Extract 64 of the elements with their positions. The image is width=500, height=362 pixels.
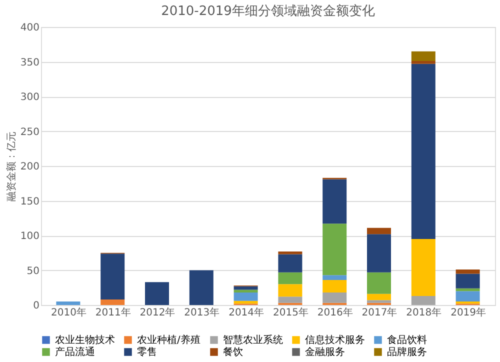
bar <box>367 300 391 303</box>
x-tick-label: 2010年 <box>50 306 86 318</box>
bar <box>234 300 258 304</box>
y-axis-title: 融资金额：亿元 <box>5 132 18 202</box>
bar <box>234 292 258 301</box>
bar <box>278 254 302 272</box>
legend-label: 信息技术服务 <box>305 334 365 346</box>
chart-title: 2010-2019年细分领域融资金额变化 <box>161 4 375 19</box>
bar <box>278 272 302 284</box>
y-tick-label: 350 <box>20 57 40 68</box>
bar <box>322 275 347 280</box>
y-tick-label: 200 <box>20 162 40 172</box>
x-tick-label: 2012年 <box>140 306 176 318</box>
y-tick-label: 150 <box>20 196 40 208</box>
legend-label: 金融服务 <box>305 346 345 358</box>
x-tick-label: 2011年 <box>95 306 131 318</box>
legend-label: 农业生物技术 <box>55 334 115 346</box>
bar <box>278 284 302 297</box>
x-tick-label: 2016年 <box>317 306 353 318</box>
x-tick-label: 2019年 <box>450 306 486 318</box>
bar <box>278 251 302 254</box>
bar <box>367 272 391 294</box>
bar <box>100 299 125 305</box>
bar <box>234 290 258 292</box>
bar <box>145 282 169 305</box>
bar <box>456 270 480 274</box>
bar <box>411 61 436 64</box>
bar <box>322 224 347 276</box>
bar <box>322 280 347 292</box>
x-tick-label: 2017年 <box>362 306 398 318</box>
legend-label: 产品流通 <box>55 346 95 358</box>
bar <box>322 179 347 224</box>
bar <box>367 234 391 272</box>
x-tick-label: 2015年 <box>272 306 308 318</box>
bar <box>234 286 258 290</box>
x-tick-label: 2014年 <box>228 306 264 318</box>
bar <box>278 296 302 303</box>
legend-label: 品牌服务 <box>387 346 427 358</box>
bar <box>456 291 480 302</box>
bar <box>56 302 80 305</box>
y-tick-label: 300 <box>20 92 40 103</box>
legend-label: 智慧农业系统 <box>223 334 283 346</box>
bar <box>100 254 125 300</box>
x-tick-label: 2013年 <box>184 306 220 318</box>
bar <box>411 238 436 296</box>
y-tick-label: 400 <box>20 22 40 34</box>
bar <box>411 51 436 62</box>
y-tick-label: 250 <box>20 126 40 138</box>
legend-label: 食品饮料 <box>387 334 427 346</box>
bar <box>367 228 391 234</box>
bar <box>367 294 391 300</box>
legend-label: 农业种植/养殖 <box>137 334 200 346</box>
bar <box>189 270 214 305</box>
y-tick-label: 0 <box>33 300 40 312</box>
legend-label: 零售 <box>137 346 157 358</box>
bar <box>456 274 480 288</box>
y-tick-label: 50 <box>26 266 40 277</box>
x-tick-label: 2018年 <box>406 306 442 318</box>
y-tick-label: 100 <box>20 231 40 242</box>
bar <box>322 292 347 303</box>
legend-label: 餐饮 <box>223 346 243 358</box>
bar <box>456 288 480 292</box>
bar <box>411 296 436 305</box>
bar <box>411 64 436 239</box>
